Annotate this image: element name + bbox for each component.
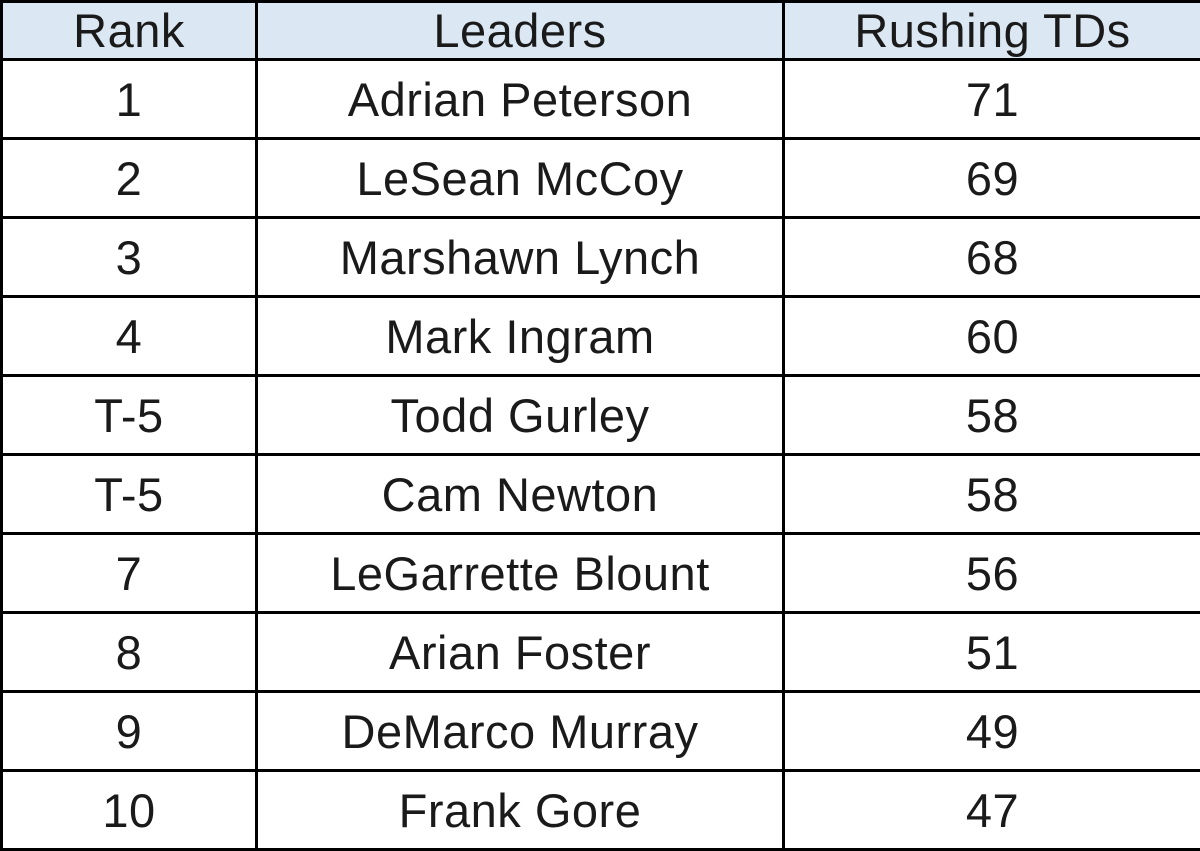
rank-cell: T-5 bbox=[0, 374, 258, 456]
rushing-tds-cell: 51 bbox=[782, 611, 1200, 693]
table-row: 4 Mark Ingram 60 bbox=[0, 295, 1200, 377]
rank-cell: 4 bbox=[0, 295, 258, 377]
rank-cell: 2 bbox=[0, 137, 258, 219]
table-row: 7 LeGarrette Blount 56 bbox=[0, 532, 1200, 614]
leader-cell: Frank Gore bbox=[255, 769, 785, 851]
rushing-tds-cell: 58 bbox=[782, 374, 1200, 456]
table-row: 10 Frank Gore 47 bbox=[0, 769, 1200, 851]
table-row: 8 Arian Foster 51 bbox=[0, 611, 1200, 693]
table-row: 3 Marshawn Lynch 68 bbox=[0, 216, 1200, 298]
leader-cell: LeGarrette Blount bbox=[255, 532, 785, 614]
rank-cell: 3 bbox=[0, 216, 258, 298]
table-row: 9 DeMarco Murray 49 bbox=[0, 690, 1200, 772]
rushing-tds-cell: 60 bbox=[782, 295, 1200, 377]
rank-cell: 1 bbox=[0, 58, 258, 140]
rushing-tds-cell: 71 bbox=[782, 58, 1200, 140]
table-row: T-5 Todd Gurley 58 bbox=[0, 374, 1200, 456]
rank-cell: 10 bbox=[0, 769, 258, 851]
rushing-tds-cell: 49 bbox=[782, 690, 1200, 772]
table-row: 2 LeSean McCoy 69 bbox=[0, 137, 1200, 219]
header-cell-rank: Rank bbox=[0, 0, 258, 61]
leader-cell: Todd Gurley bbox=[255, 374, 785, 456]
rushing-tds-cell: 68 bbox=[782, 216, 1200, 298]
leader-cell: Marshawn Lynch bbox=[255, 216, 785, 298]
header-cell-leaders: Leaders bbox=[255, 0, 785, 61]
table-row: T-5 Cam Newton 58 bbox=[0, 453, 1200, 535]
rank-cell: 9 bbox=[0, 690, 258, 772]
rushing-tds-cell: 56 bbox=[782, 532, 1200, 614]
rushing-tds-cell: 69 bbox=[782, 137, 1200, 219]
header-cell-rushing-tds: Rushing TDs bbox=[782, 0, 1200, 61]
table-row: 1 Adrian Peterson 71 bbox=[0, 58, 1200, 140]
leader-cell: Cam Newton bbox=[255, 453, 785, 535]
leader-cell: Mark Ingram bbox=[255, 295, 785, 377]
rank-cell: T-5 bbox=[0, 453, 258, 535]
table-body: 1 Adrian Peterson 71 2 LeSean McCoy 69 3 Marsha… bbox=[0, 58, 1200, 851]
leader-cell: LeSean McCoy bbox=[255, 137, 785, 219]
rank-cell: 7 bbox=[0, 532, 258, 614]
leader-cell: Arian Foster bbox=[255, 611, 785, 693]
rushing-tds-cell: 58 bbox=[782, 453, 1200, 535]
header-row: Rank Leaders Rushing TDs bbox=[0, 0, 1200, 61]
leader-cell: DeMarco Murray bbox=[255, 690, 785, 772]
rushing-tds-cell: 47 bbox=[782, 769, 1200, 851]
rank-cell: 8 bbox=[0, 611, 258, 693]
leader-cell: Adrian Peterson bbox=[255, 58, 785, 140]
